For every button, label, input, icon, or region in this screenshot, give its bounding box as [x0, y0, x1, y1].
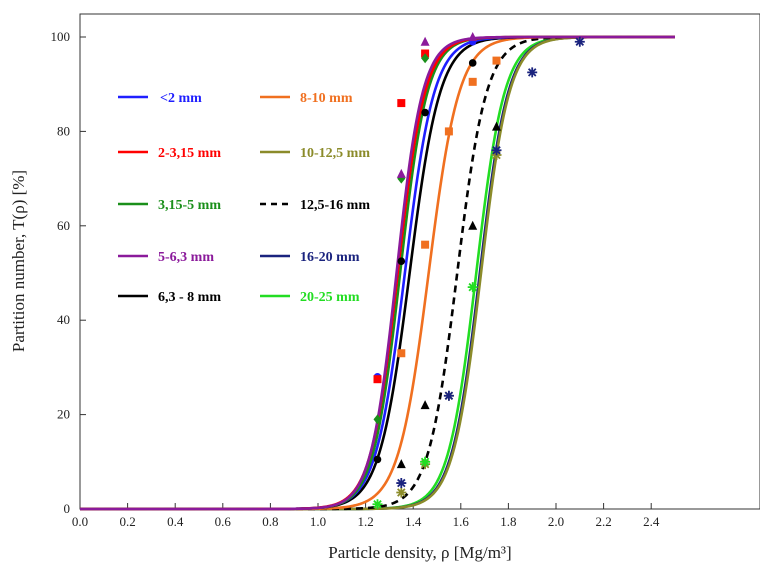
legend-backdrop — [258, 246, 370, 266]
legend-label: 2-3,15 mm — [158, 146, 221, 161]
x-tick-label: 1.4 — [405, 514, 422, 529]
x-tick-label: 0.8 — [262, 514, 278, 529]
x-tick-label: 2.2 — [595, 514, 611, 529]
x-tick-label: 0.0 — [72, 514, 88, 529]
data-point — [468, 77, 477, 86]
x-tick-label: 1.2 — [357, 514, 373, 529]
y-tick-label: 0 — [64, 501, 71, 516]
data-point — [396, 459, 406, 469]
x-tick-label: 0.6 — [215, 514, 232, 529]
legend-label: 6,3 - 8 mm — [158, 290, 221, 305]
legend-label: 8-10 mm — [300, 91, 353, 106]
data-point — [373, 455, 382, 464]
legend-backdrop — [116, 286, 244, 306]
series-markers — [372, 32, 585, 510]
x-tick-label: 2.0 — [548, 514, 564, 529]
data-point — [421, 53, 430, 64]
data-point — [443, 390, 454, 401]
x-tick-label: 1.8 — [500, 514, 516, 529]
legend-backdrop — [258, 142, 386, 162]
legend-label: 20-25 mm — [300, 290, 360, 305]
x-tick-label: 1.0 — [310, 514, 326, 529]
legend-backdrop — [258, 87, 362, 107]
data-point — [397, 349, 406, 358]
y-tick-label: 80 — [57, 123, 70, 138]
x-axis-title: Particle density, ρ [Mg/m³] — [328, 543, 511, 562]
y-tick-label: 60 — [57, 218, 70, 233]
legend-label: 10-12,5 mm — [300, 146, 370, 161]
data-point — [468, 59, 477, 67]
data-point — [468, 220, 478, 230]
data-point — [420, 36, 430, 46]
data-point — [396, 487, 407, 498]
data-point — [396, 168, 406, 178]
data-point — [373, 375, 382, 384]
data-point — [420, 400, 430, 410]
legend-label: 3,15-5 mm — [158, 198, 221, 213]
data-point — [467, 282, 478, 293]
data-point — [468, 32, 478, 41]
legend-backdrop — [116, 87, 205, 107]
data-point — [421, 108, 429, 117]
data-point — [492, 56, 501, 65]
plot-frame — [79, 13, 760, 510]
data-point — [492, 121, 501, 131]
data-point — [397, 257, 406, 266]
legend-backdrop — [116, 246, 228, 266]
data-point — [491, 145, 502, 156]
series-curves — [80, 35, 675, 511]
legend-backdrop — [116, 142, 236, 162]
legend-backdrop — [116, 194, 236, 214]
data-point — [396, 478, 407, 489]
x-tick-label: 0.4 — [167, 514, 184, 529]
data-point — [420, 456, 431, 467]
legend: <2 mm 8-10 mm 2-3,15 mm 10-12,5 mm 3,15-5 mm… — [116, 87, 386, 306]
x-tick-label: 2.4 — [643, 514, 660, 529]
legend-label: 12,5-16 mm — [300, 198, 370, 213]
y-tick-label: 40 — [57, 312, 70, 327]
data-point — [574, 36, 585, 47]
y-axis-title: Partition number, T(ρ) [%] — [9, 170, 28, 352]
data-point — [373, 414, 382, 425]
legend-label: 5-6,3 mm — [158, 250, 214, 265]
x-tick-label: 0.2 — [119, 514, 135, 529]
y-tick-label: 100 — [51, 29, 71, 44]
y-tick-label: 20 — [57, 407, 70, 422]
data-point — [421, 240, 430, 249]
data-point — [372, 499, 383, 510]
series-line — [80, 35, 675, 511]
legend-label: 16-20 mm — [300, 250, 360, 265]
x-tick-label: 1.6 — [453, 514, 470, 529]
data-point — [444, 127, 453, 136]
legend-label: <2 mm — [160, 91, 202, 106]
axis-ticks: 0.0 0.2 0.4 0.6 0.8 1.0 1.2 1.4 1.6 1.8 2.0 2.2 2.4 0… — [51, 29, 660, 529]
data-point — [527, 67, 538, 78]
legend-backdrop — [258, 194, 386, 214]
legend-backdrop — [258, 286, 370, 306]
data-point — [397, 99, 406, 108]
